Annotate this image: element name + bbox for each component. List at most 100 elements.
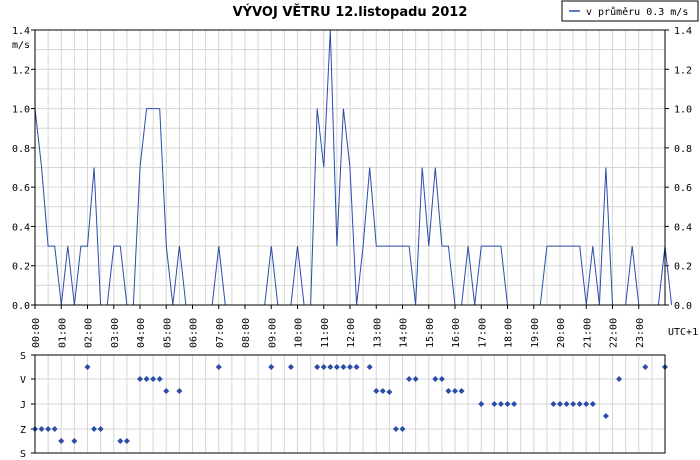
direction-marker: [602, 413, 609, 419]
wind-speed-line: [34, 29, 673, 306]
direction-marker: [97, 426, 104, 432]
y-tick-label-left: 0.2: [12, 262, 30, 273]
y-tick-label-left: 0.6: [12, 183, 30, 194]
direction-marker: [353, 364, 360, 370]
x-tick-label: 23:00: [635, 318, 646, 348]
x-tick-label: 18:00: [504, 318, 515, 348]
x-tick-label: 17:00: [477, 318, 488, 348]
direction-marker: [511, 401, 518, 407]
direction-tick-label: V: [20, 375, 26, 386]
direction-tick-label: S: [20, 351, 26, 362]
direction-marker: [340, 364, 347, 370]
y-tick-label-right: 0.0: [674, 301, 692, 312]
direction-marker: [91, 426, 98, 432]
direction-marker: [491, 401, 498, 407]
direction-marker: [478, 401, 485, 407]
direction-marker: [438, 376, 445, 382]
y-tick-label-left: 0.0: [12, 301, 30, 312]
speed-plot-frame: [34, 29, 666, 306]
direction-marker: [287, 364, 294, 370]
direction-tick-label: S: [20, 449, 26, 460]
direction-marker: [117, 438, 124, 444]
direction-marker: [143, 376, 150, 382]
direction-marker: [406, 376, 413, 382]
y-tick-label-right: 0.8: [674, 144, 692, 155]
x-tick-label: 22:00: [609, 318, 620, 348]
direction-marker: [373, 388, 380, 394]
y-tick-label-left: 1.2: [12, 65, 30, 76]
direction-marker: [570, 401, 577, 407]
direction-marker: [642, 364, 649, 370]
y-tick-label-right: 1.0: [674, 105, 692, 116]
legend-box: [561, 0, 699, 22]
direction-marker: [432, 376, 439, 382]
y-tick-label-left: 1.0: [12, 105, 30, 116]
direction-marker: [58, 438, 65, 444]
x-tick-label: 19:00: [530, 318, 541, 348]
y-axis-unit-label: m/s: [12, 40, 30, 51]
x-tick-label: 20:00: [556, 318, 567, 348]
x-tick-label: 00:00: [31, 318, 42, 348]
direction-marker: [589, 401, 596, 407]
x-tick-label: 14:00: [399, 318, 410, 348]
x-tick-label: 06:00: [189, 318, 200, 348]
x-tick-label: 13:00: [372, 318, 383, 348]
x-tick-label: 16:00: [451, 318, 462, 348]
y-tick-label-right: 0.6: [674, 183, 692, 194]
x-tick-label: 09:00: [267, 318, 278, 348]
direction-marker: [38, 426, 45, 432]
direction-marker: [163, 388, 170, 394]
direction-marker: [314, 364, 321, 370]
direction-marker: [71, 438, 78, 444]
x-axis-timezone-label: UTC+1: [668, 327, 698, 338]
y-tick-label-right: 1.4: [674, 26, 692, 37]
direction-marker: [366, 364, 373, 370]
direction-marker: [123, 438, 130, 444]
y-tick-label-left: 0.8: [12, 144, 30, 155]
y-tick-label-left: 0.4: [12, 222, 30, 233]
direction-marker: [51, 426, 58, 432]
x-tick-label: 01:00: [57, 318, 68, 348]
y-tick-label-right: 0.2: [674, 262, 692, 273]
x-tick-label: 10:00: [294, 318, 305, 348]
direction-marker: [137, 376, 143, 382]
direction-marker: [557, 401, 563, 407]
direction-marker: [84, 364, 91, 370]
direction-marker: [268, 364, 275, 370]
legend-label: v průměru 0.3 m/s: [586, 6, 688, 18]
direction-marker: [452, 388, 458, 394]
direction-marker: [550, 401, 557, 407]
y-tick-label-left: 1.4: [12, 26, 30, 37]
chart-title: VÝVOJ VĚTRU 12.listopadu 2012: [233, 4, 468, 20]
x-tick-label: 21:00: [582, 318, 593, 348]
direction-marker: [327, 364, 334, 370]
direction-marker: [45, 426, 52, 432]
y-tick-label-right: 1.2: [674, 65, 692, 76]
direction-marker: [497, 401, 504, 407]
y-tick-label-right: 0.4: [674, 222, 692, 233]
legend: v průměru 0.3 m/s: [561, 0, 699, 22]
direction-marker: [616, 376, 623, 382]
direction-marker: [320, 364, 327, 370]
x-tick-label: 05:00: [162, 318, 173, 348]
direction-marker: [576, 401, 583, 407]
direction-marker: [392, 426, 399, 432]
direction-marker: [176, 388, 183, 394]
direction-tick-label: J: [20, 400, 26, 411]
direction-marker: [583, 401, 590, 407]
direction-marker: [379, 388, 386, 394]
direction-marker: [563, 401, 570, 407]
wind-direction-markers: [32, 364, 668, 444]
x-tick-label: 08:00: [241, 318, 252, 348]
direction-marker: [386, 389, 393, 395]
x-tick-label: 02:00: [84, 318, 95, 348]
direction-marker: [156, 376, 163, 382]
direction-marker: [333, 364, 340, 370]
x-tick-label: 03:00: [110, 318, 121, 348]
time-x-ticks: 00:00 01:00 02:00 03:00 04:00 05:00 06:00 07:00…: [31, 305, 646, 348]
x-tick-label: 15:00: [425, 318, 436, 348]
direction-marker: [150, 376, 157, 382]
x-tick-label: 07:00: [215, 318, 226, 348]
direction-marker: [458, 388, 465, 394]
